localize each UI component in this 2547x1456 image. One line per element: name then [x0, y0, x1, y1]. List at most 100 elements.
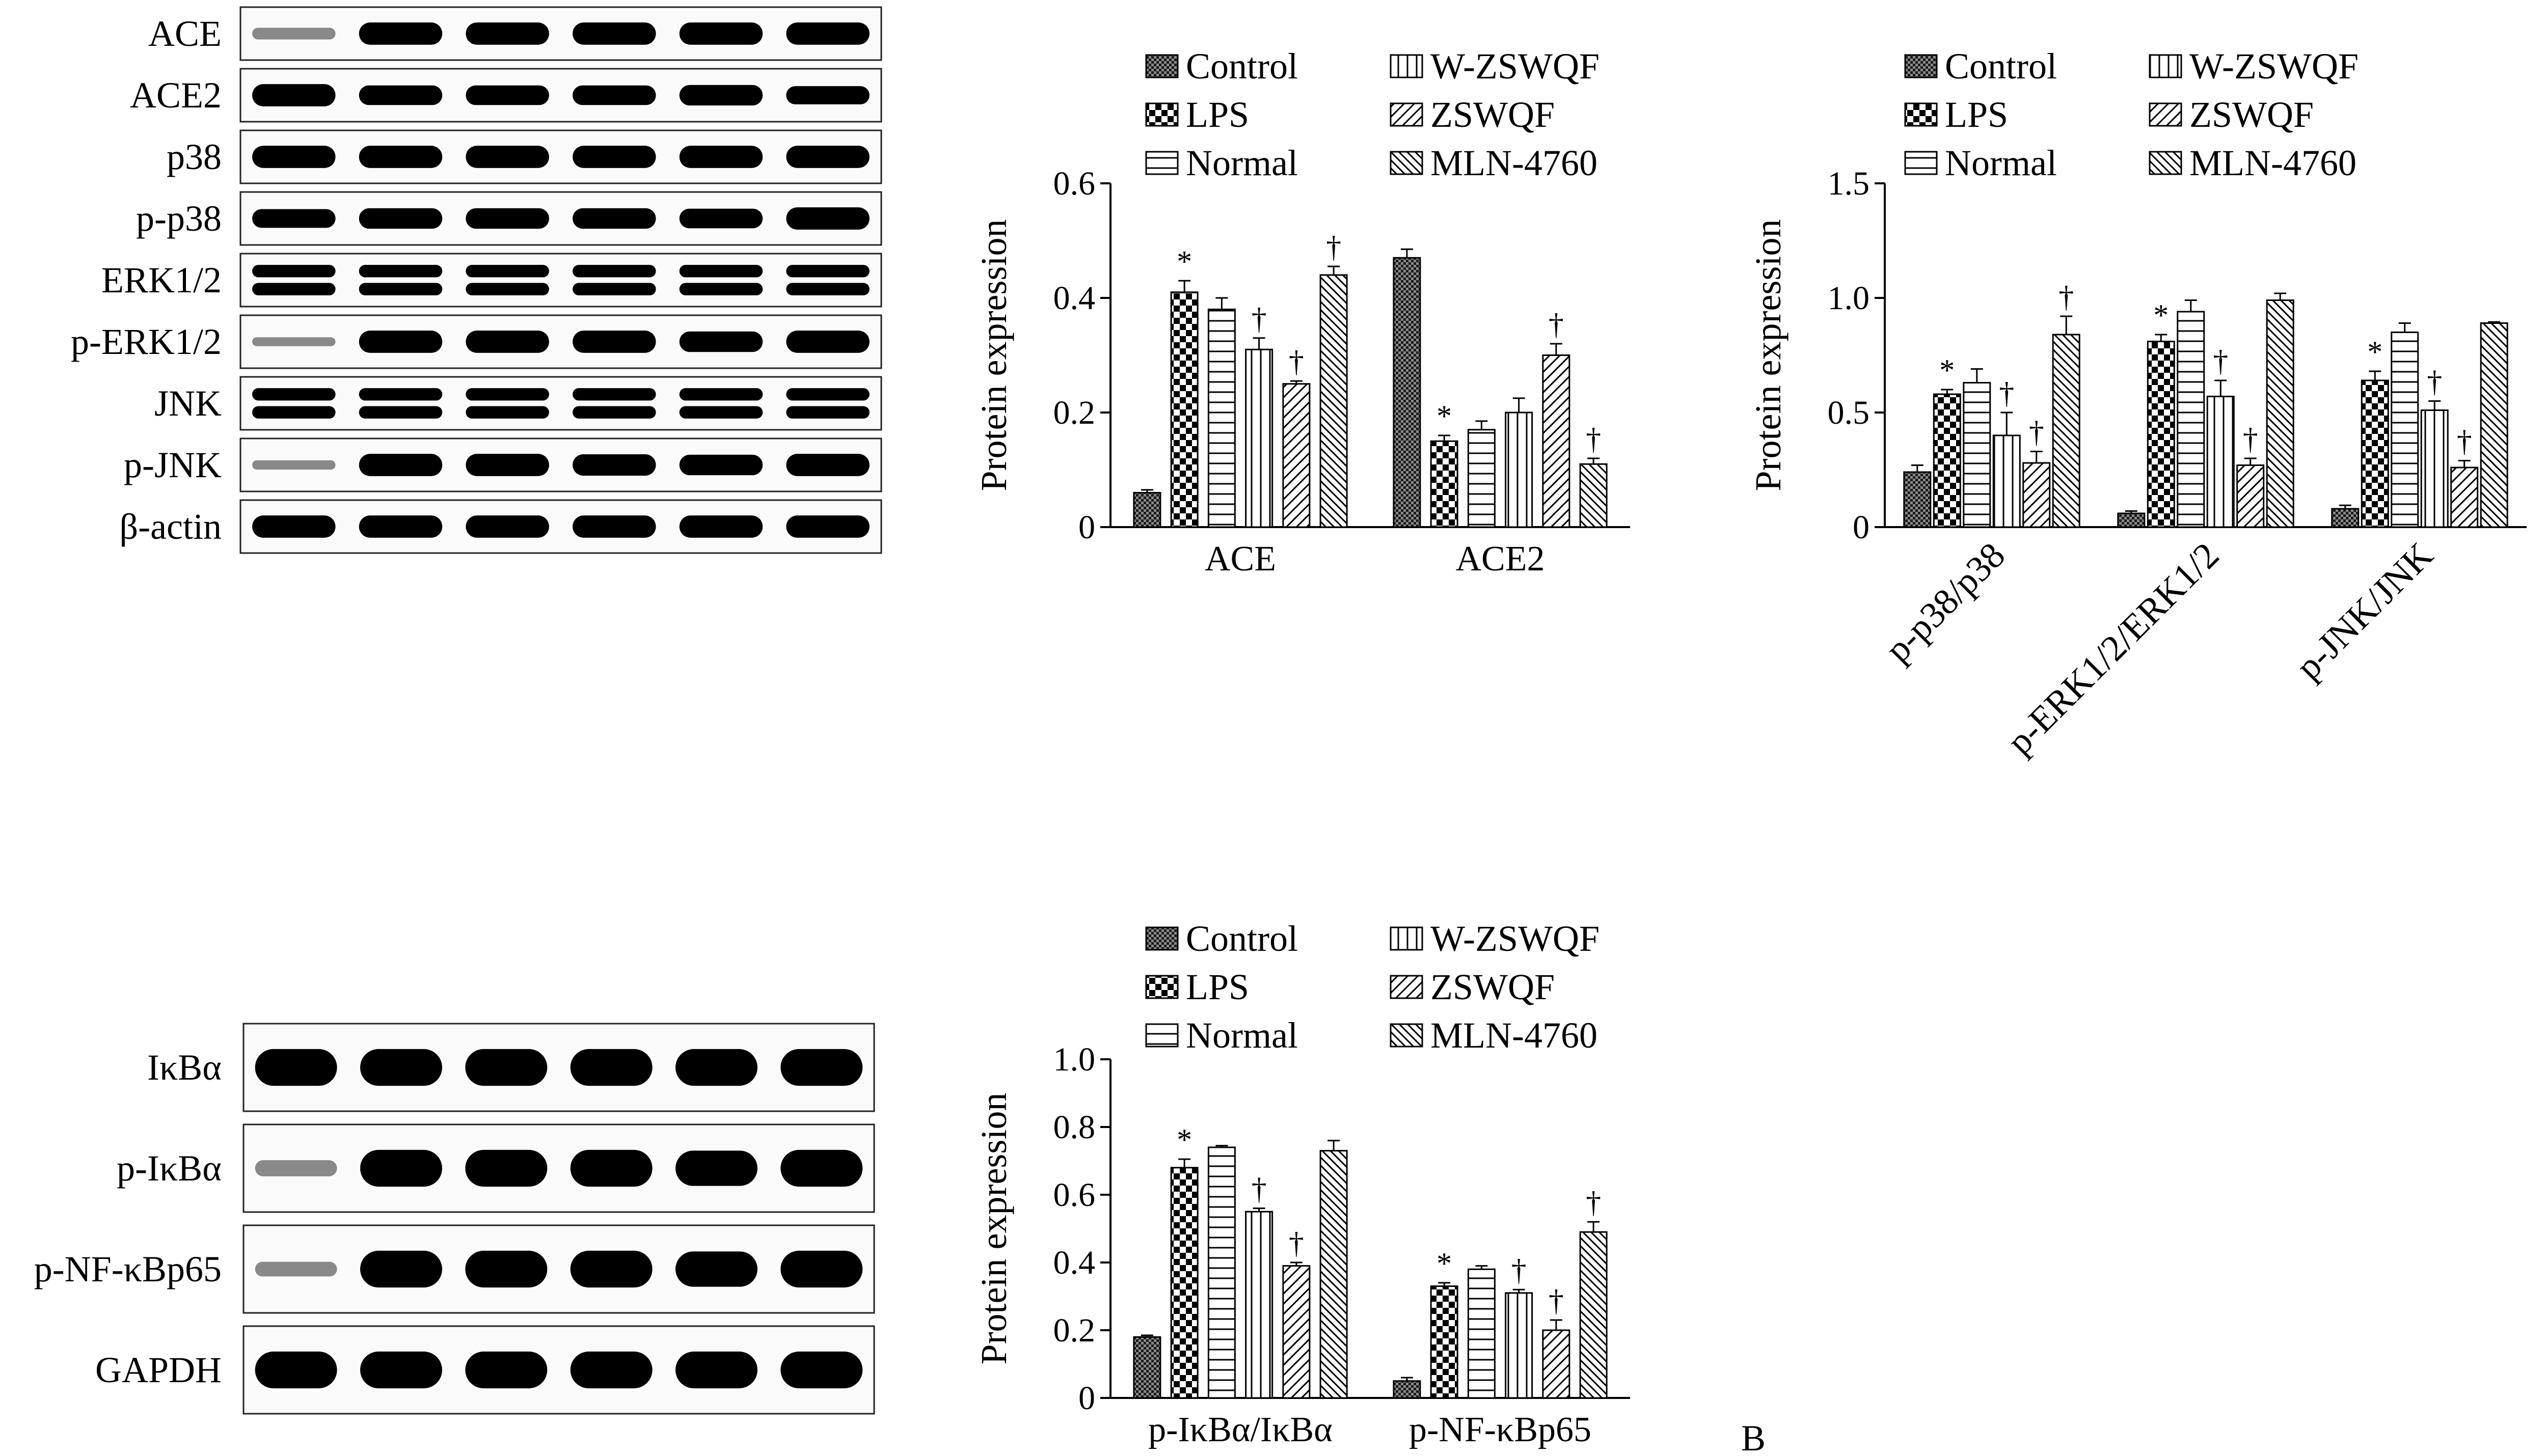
blot-band [466, 283, 549, 295]
legend-item-w-zswqf: W-ZSWQF [1390, 46, 1600, 87]
significance-mark: * [2153, 298, 2169, 332]
significance-mark: † [1289, 345, 1304, 378]
significance-mark: * [1177, 1123, 1192, 1157]
blot-row-actin: β-actin [119, 499, 882, 554]
legend-label: Normal [1186, 1015, 1298, 1056]
blot-band [359, 388, 443, 401]
legend-swatch [1390, 926, 1423, 951]
legend-label: Control [1186, 918, 1298, 959]
blot-label: ACE2 [130, 75, 222, 116]
blot-band [255, 1049, 337, 1086]
blot-band [360, 1250, 442, 1288]
blot-band [359, 515, 443, 538]
x-category-label: p-IκBα/IκBα [1148, 1410, 1333, 1449]
blot-band [255, 1160, 337, 1176]
legend-swatch [1145, 151, 1179, 175]
legend-label: W-ZSWQF [1430, 46, 1600, 87]
blot-band [252, 28, 336, 40]
blot-band [786, 454, 870, 476]
blot-label: IκBα [147, 1047, 222, 1088]
significance-mark: * [1177, 244, 1192, 278]
y-tick-label: 0.2 [1053, 394, 1096, 431]
blot-row-p-i-b: p-IκBα [117, 1123, 875, 1213]
blot-band [359, 283, 443, 295]
blot-band [573, 331, 656, 353]
bar-p-p38-p38-control [1903, 471, 1932, 528]
legend-swatch [1145, 102, 1179, 127]
significance-mark: † [1252, 302, 1267, 336]
bar-chart-ace-ace2: Control LPS Normal W-ZSWQF ZSWQF MLN-4760 0 0.2… [973, 46, 1630, 579]
blot-band [679, 331, 763, 352]
x-category-label: ACE2 [1456, 539, 1545, 579]
legend-label: ZSWQF [2189, 94, 2314, 135]
bar-p-erk1-2-erk1-2-normal [2177, 311, 2205, 528]
blot-label: GAPDH [95, 1350, 222, 1390]
legend-swatch [1904, 102, 1938, 127]
blot-frame [242, 1023, 875, 1112]
bar-ace-zswqf [1282, 383, 1311, 528]
bar-ace-mln-4760 [1319, 274, 1348, 528]
blot-band [465, 1049, 548, 1086]
bar-ace2-zswqf [1542, 354, 1570, 528]
blot-label: p-IκBα [117, 1148, 222, 1189]
y-tick-label: 1.0 [1053, 1041, 1096, 1078]
bar-p-i-b-i-b-mln-4760 [1319, 1150, 1348, 1399]
legend-item-control: Control [1904, 46, 2057, 87]
bar-p-jnk-jnk-control [2331, 508, 2360, 528]
blot-band [359, 208, 443, 229]
y-tick-label: 0.8 [1053, 1109, 1096, 1146]
bar-p-erk1-2-erk1-2-mln-4760 [2266, 299, 2294, 528]
blot-band [465, 1250, 548, 1288]
significance-mark: † [1511, 1253, 1527, 1287]
legend-swatch [1145, 926, 1179, 951]
blot-band [252, 265, 336, 278]
blot-band [466, 146, 549, 168]
blot-band [465, 1149, 548, 1187]
legend-swatch [1390, 54, 1423, 78]
blot-band [679, 265, 763, 278]
legend-item-w-zswqf: W-ZSWQF [2149, 46, 2359, 87]
significance-mark: † [2427, 365, 2442, 399]
legend-swatch [1145, 975, 1179, 999]
bar-p-p38-p38-mln-4760 [2052, 334, 2080, 528]
blot-band [679, 388, 763, 401]
bar-p-jnk-jnk-lps [2361, 379, 2389, 528]
bar-p-nf-bp65-w-zswqf [1505, 1292, 1533, 1399]
blot-frame [242, 1325, 875, 1415]
y-tick-label: 0.4 [1053, 280, 1096, 317]
blot-band [573, 515, 656, 538]
x-category-label: p-JNK/JNK [2288, 535, 2441, 688]
blot-band [786, 515, 870, 538]
blot-row-ace2: ACE2 [130, 68, 882, 123]
blot-frame [239, 499, 882, 554]
blot-band [780, 1049, 863, 1086]
bar-p-p38-p38-lps [1933, 393, 1961, 528]
blot-band [466, 22, 549, 45]
blot-label: JNK [154, 383, 222, 424]
blot-band [675, 1150, 757, 1186]
blot-band [359, 265, 443, 278]
legend-item-mln-4760: MLN-4760 [1390, 143, 1597, 183]
blot-band [679, 208, 763, 229]
legend-item-w-zswqf: W-ZSWQF [1390, 918, 1600, 959]
legend-swatch [1390, 975, 1423, 999]
legend-item-normal: Normal [1145, 1015, 1298, 1056]
legend-swatch [1390, 151, 1423, 175]
legend-item-control: Control [1145, 918, 1298, 959]
blot-band [786, 22, 870, 45]
y-axis-label: Protein expression [973, 219, 1014, 491]
blot-band [780, 1351, 863, 1389]
blot-band [252, 84, 336, 106]
legend-item-lps: LPS [1904, 94, 2008, 135]
blot-row-p-jnk: p-JNK [124, 437, 882, 492]
blot-band [573, 208, 656, 229]
blot-band [786, 388, 870, 401]
blot-frame [242, 1123, 875, 1213]
blot-band [466, 208, 549, 229]
blot-band [570, 1250, 653, 1288]
panel-label-b: B [1741, 1418, 1766, 1456]
legend-label: Normal [1945, 143, 2057, 183]
legend-label: LPS [1945, 94, 2008, 135]
blot-band [359, 146, 443, 168]
significance-mark: † [1289, 1226, 1304, 1260]
